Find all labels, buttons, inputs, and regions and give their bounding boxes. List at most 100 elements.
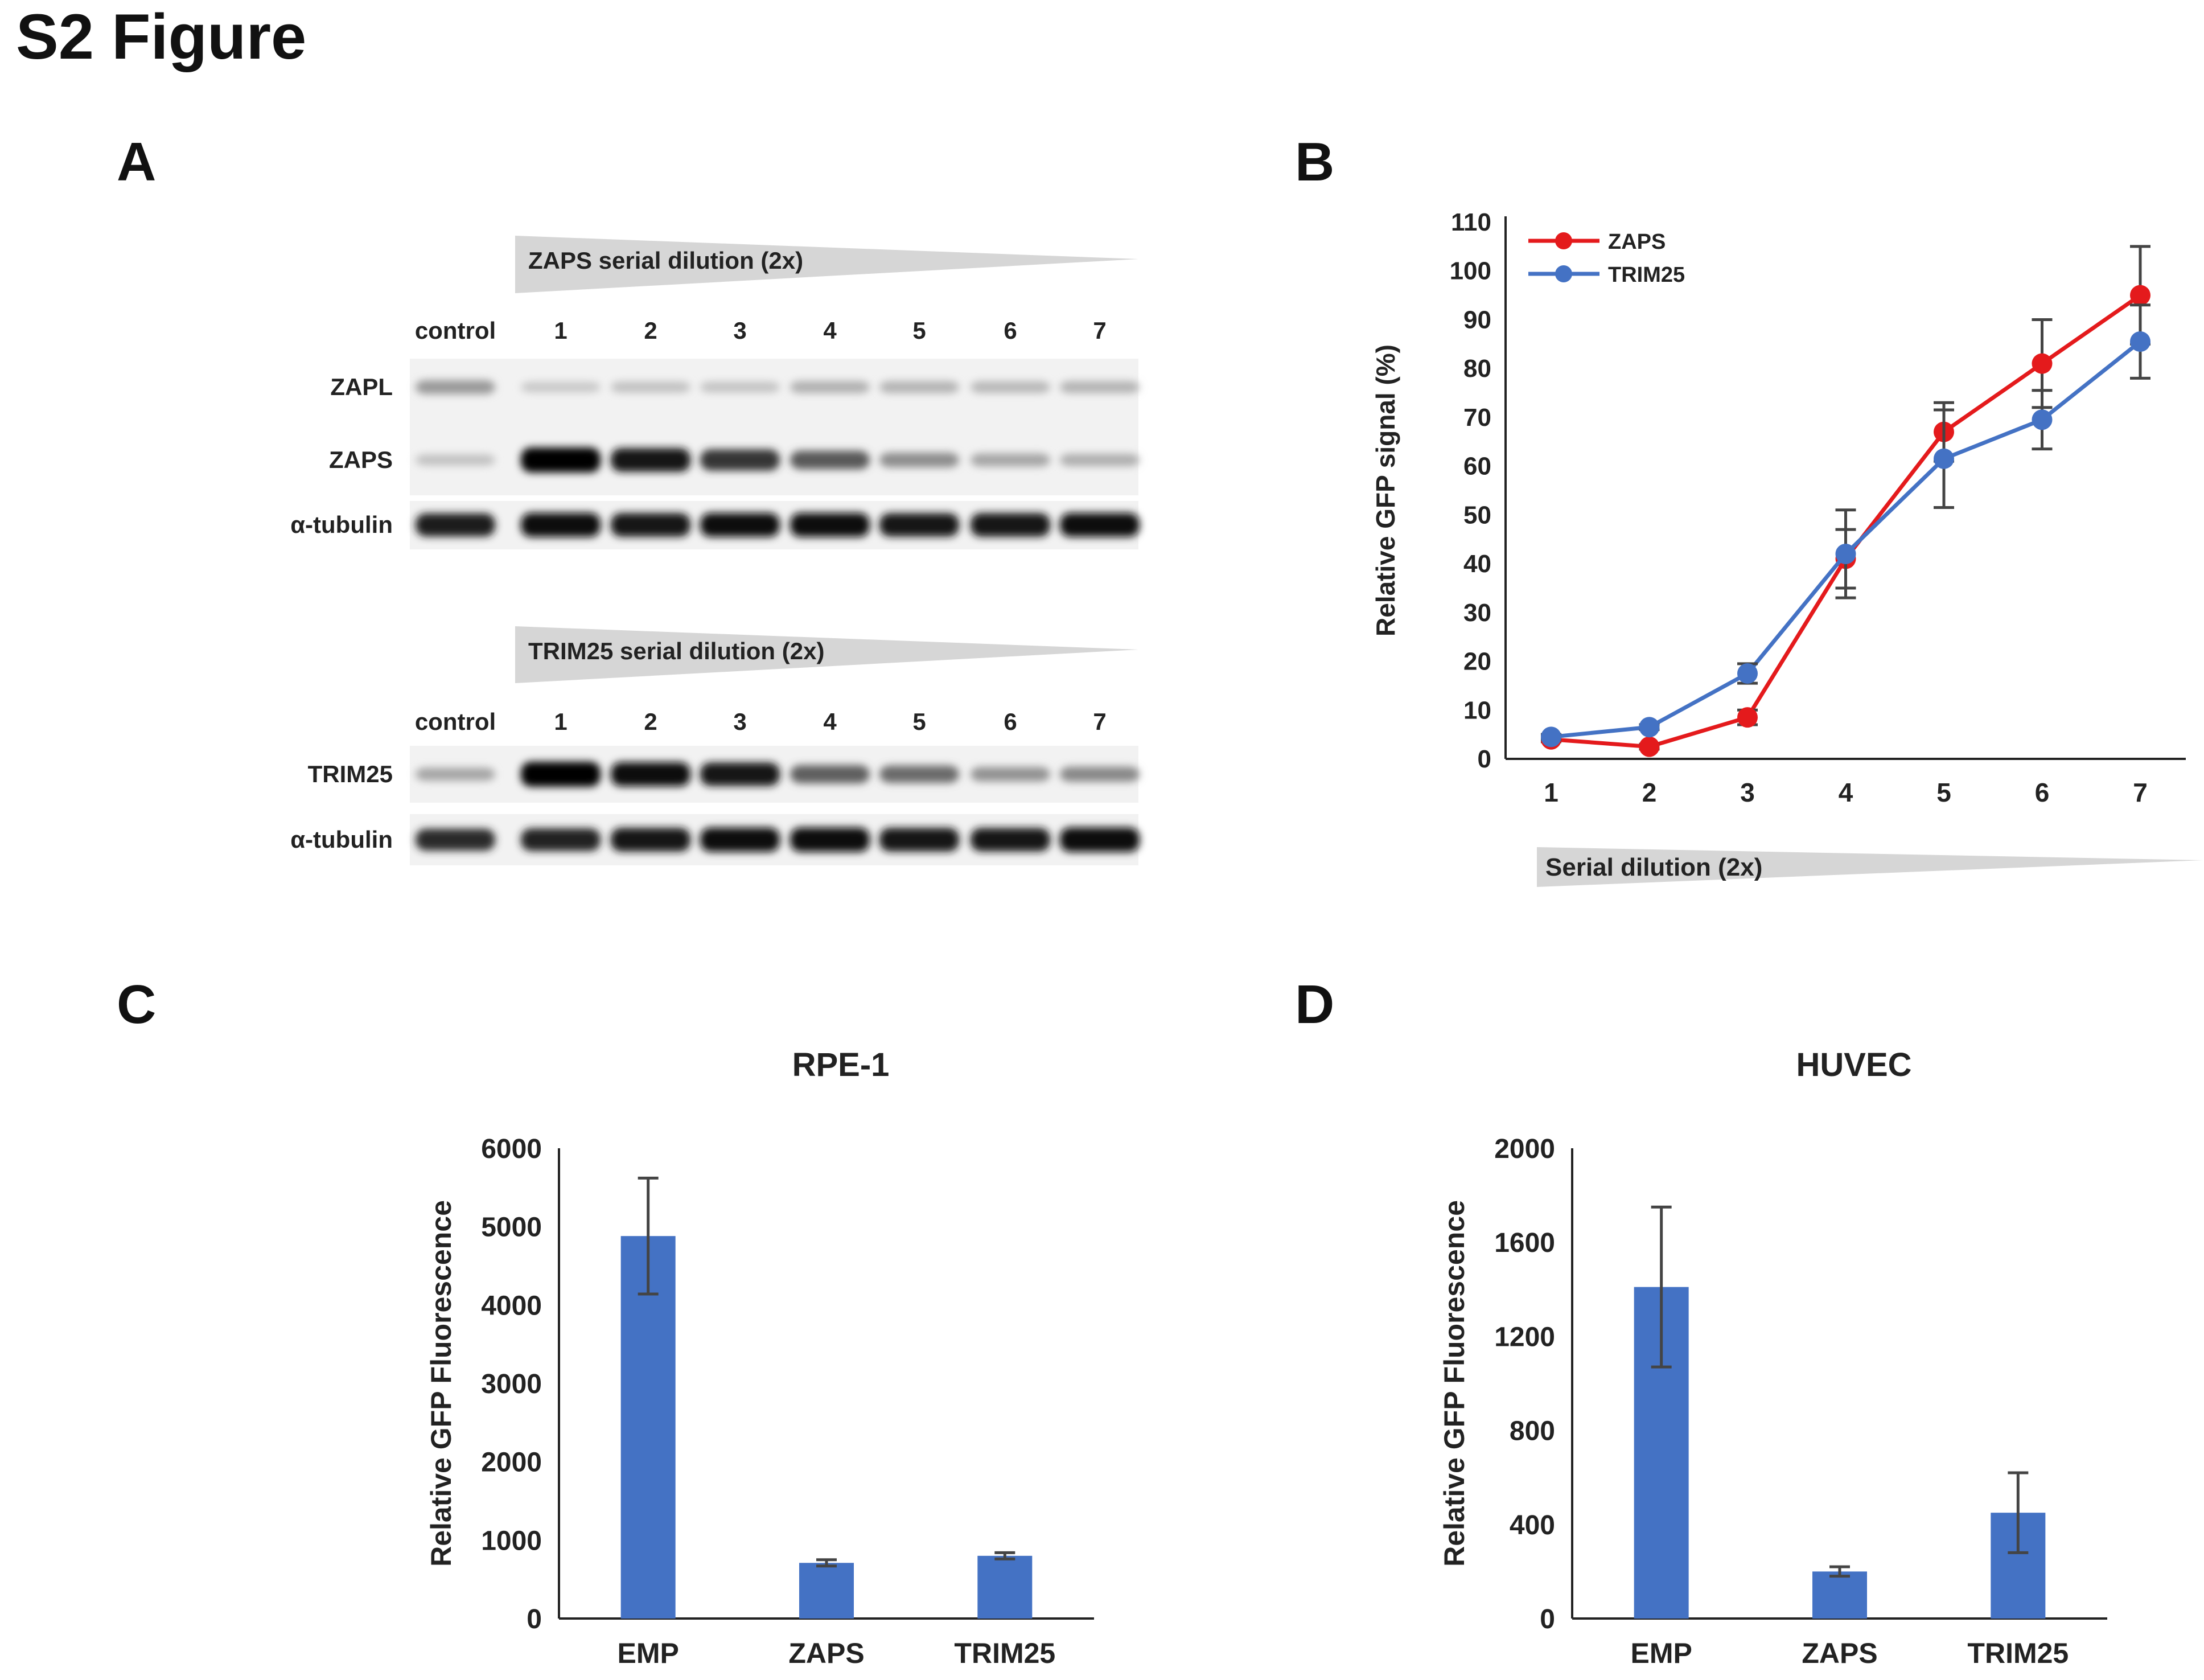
legend-marker (1555, 232, 1572, 249)
bar (799, 1563, 854, 1619)
panel-c-letter: C (117, 974, 157, 1035)
dilution-label: TRIM25 serial dilution (2x) (528, 638, 824, 664)
blot-band (521, 512, 601, 537)
blot-row-label: TRIM25 (308, 761, 393, 787)
data-point (1737, 707, 1758, 728)
blot-band (790, 381, 870, 393)
data-point (1639, 736, 1660, 757)
data-point (2130, 331, 2150, 352)
blot-band (521, 762, 601, 787)
blot-band (971, 828, 1050, 852)
blot-band (611, 381, 690, 393)
x-tick-label: ZAPS (788, 1637, 864, 1669)
blot-band (416, 454, 495, 466)
line-chart: 0 10 20 30 40 50 60 70 80 90 100 110 1 2 3 4 5 6 7 Relative… (1371, 208, 2203, 887)
y-tick-label: 20 (1463, 648, 1491, 676)
blot-band (700, 513, 780, 537)
lane-label: 7 (1093, 317, 1106, 344)
x-tick-label: ZAPS (1802, 1637, 1877, 1669)
blot-band (700, 449, 780, 471)
y-tick-label: 70 (1463, 404, 1491, 432)
blot-band (416, 828, 495, 851)
lane-labels: control 1 2 3 4 5 6 7 (415, 317, 1107, 344)
lane-label: 2 (644, 317, 657, 344)
chart-title: HUVEC (1796, 1046, 1911, 1083)
figure-title: S2 Figure (16, 1, 307, 72)
bar (620, 1236, 676, 1619)
lane-label: 5 (912, 317, 926, 344)
blot-band (879, 765, 959, 783)
blot-2: TRIM25 serial dilution (2x) control 1 2 3 4 5… (290, 626, 1140, 865)
blot-band (790, 512, 870, 537)
blot-band (1060, 513, 1140, 537)
data-point (1541, 726, 1561, 747)
y-tick-label: 6000 (481, 1134, 542, 1164)
x-tick-label: TRIM25 (954, 1637, 1055, 1669)
blot-band (521, 447, 601, 473)
data-point (2130, 285, 2150, 306)
y-tick-label: 80 (1463, 355, 1491, 383)
blot-band (416, 513, 495, 537)
blot-band (611, 762, 690, 787)
x-tick-label: EMP (1630, 1637, 1692, 1669)
bar (1812, 1571, 1867, 1619)
lane-label: 1 (554, 708, 567, 735)
lane-label: 3 (733, 708, 746, 735)
blot-1: ZAPS serial dilution (2x) control 1 2 3 4 5 6 7… (290, 236, 1140, 549)
dilution-label: ZAPS serial dilution (2x) (528, 247, 803, 274)
lane-label: 6 (1004, 317, 1017, 344)
blot-band (1060, 766, 1140, 782)
data-point (1835, 543, 1856, 564)
blot-band (879, 453, 959, 467)
y-tick-label: 110 (1451, 208, 1491, 236)
y-tick-label: 3000 (481, 1369, 542, 1399)
y-tick-label: 1600 (1494, 1228, 1555, 1258)
y-tick-label: 0 (1540, 1604, 1555, 1634)
bar (977, 1555, 1033, 1619)
y-tick-label: 1000 (481, 1526, 542, 1556)
x-axis-label: Serial dilution (2x) (1545, 853, 1762, 881)
y-tick-label: 100 (1450, 257, 1491, 285)
blot-band (700, 762, 780, 786)
lane-label: 1 (554, 317, 567, 344)
blot-band (700, 827, 780, 852)
lane-label: 5 (912, 708, 926, 735)
blot-band (1060, 381, 1140, 393)
y-tick-label: 60 (1463, 453, 1491, 480)
lane-label: 3 (733, 317, 746, 344)
lane-label: 7 (1093, 708, 1106, 735)
blot-band (1060, 454, 1140, 466)
y-tick-label: 4000 (481, 1291, 542, 1321)
y-tick-label: 0 (1478, 745, 1491, 773)
y-tick-label: 0 (527, 1604, 542, 1634)
blot-band (879, 513, 959, 537)
panel-b-letter: B (1295, 132, 1335, 192)
blot-band (611, 448, 690, 472)
blot-band (521, 828, 601, 851)
dilution-wedge (515, 236, 1138, 293)
y-tick-label: 800 (1510, 1416, 1555, 1447)
legend-label: ZAPS (1608, 230, 1666, 254)
y-axis-label: Relative GFP Fluorescence (1438, 1200, 1470, 1567)
lane-label: 4 (823, 708, 837, 735)
blot-row-label: α-tubulin (290, 826, 393, 853)
legend-marker (1555, 265, 1572, 282)
data-point (2032, 353, 2053, 374)
panel-a-letter: A (117, 132, 157, 192)
blot-band (1060, 827, 1140, 852)
x-tick-label: 7 (2133, 778, 2148, 807)
lane-label: 6 (1004, 708, 1017, 735)
blot-rows: ZAPL ZAPS α-tubulin (290, 359, 1140, 549)
blot-band (971, 767, 1050, 782)
x-tick-label: 4 (1839, 778, 1853, 807)
y-tick-label: 10 (1463, 696, 1491, 724)
blot-row-label: α-tubulin (290, 511, 393, 538)
x-tick-label: 6 (2035, 778, 2050, 807)
lane-label: control (415, 317, 496, 344)
blot-band (971, 381, 1050, 393)
y-tick-label: 40 (1463, 550, 1491, 578)
y-axis-label: Relative GFP Fluorescence (425, 1200, 457, 1567)
lane-labels: control 1 2 3 4 5 6 7 (415, 708, 1107, 735)
x-tick-label: 1 (1544, 778, 1559, 807)
